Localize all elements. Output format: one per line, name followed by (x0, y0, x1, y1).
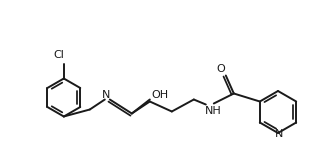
Text: Cl: Cl (53, 51, 64, 60)
Text: N: N (102, 90, 110, 100)
Text: N: N (275, 129, 283, 139)
Text: NH: NH (204, 106, 221, 116)
Text: O: O (216, 63, 225, 73)
Text: OH: OH (151, 90, 168, 100)
